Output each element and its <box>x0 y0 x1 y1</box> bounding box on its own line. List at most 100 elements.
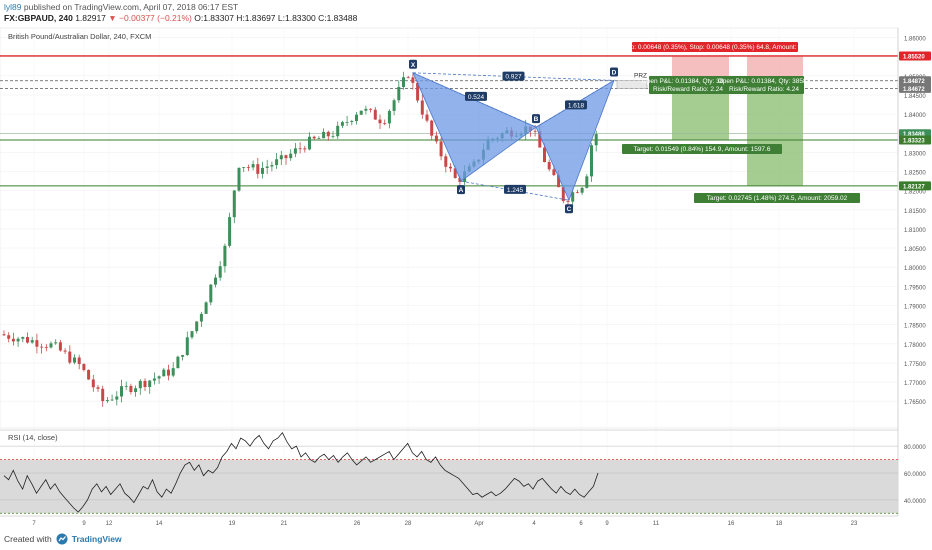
candle-body <box>590 145 593 177</box>
candle-body <box>148 380 152 388</box>
candle-body <box>420 100 424 115</box>
time-tick-label: 9 <box>82 521 86 527</box>
pattern-line-ac <box>460 180 570 201</box>
candle-body <box>181 355 185 357</box>
pattern-point-label: B <box>534 116 539 123</box>
price-marker-label: 1.83488 <box>903 132 925 138</box>
candle-body <box>397 86 401 101</box>
time-tick-label: 14 <box>156 521 163 527</box>
candle-body <box>552 169 556 176</box>
tradingview-brand[interactable]: TradingView <box>71 534 122 544</box>
price-tick-label: 1.81000 <box>904 228 926 234</box>
candle-body <box>162 369 166 377</box>
price-tick-label: 1.79000 <box>904 305 926 311</box>
price-marker <box>899 181 931 191</box>
pattern-point-label: A <box>459 187 464 194</box>
candle-body <box>105 400 109 402</box>
candle-body <box>21 337 25 339</box>
ratio-label: 0.524 <box>468 94 485 101</box>
time-tick-label: 18 <box>776 521 783 527</box>
time-tick-label: Apr <box>474 521 483 527</box>
target-info-label-2 <box>694 193 860 203</box>
pattern-point-badge <box>409 59 417 69</box>
candle-body <box>425 114 429 121</box>
symbol-bar: FX:GBPAUD, 240 1.82917 ▼ −0.00377 (−0.21… <box>4 13 357 23</box>
position-labels: Stop: 0.00648 (0.35%), Stop: 0.00648 (0.… <box>621 42 860 203</box>
pattern-point-badge <box>532 114 540 124</box>
price-marker <box>899 76 931 86</box>
ratio-badge <box>502 71 525 81</box>
candle-body <box>256 164 260 174</box>
last-price: 1.82917 <box>75 13 106 23</box>
candle-body <box>2 334 6 336</box>
candle-body <box>143 380 147 388</box>
candle-body <box>44 347 48 348</box>
price-marker <box>899 83 931 93</box>
candle-body <box>533 130 537 132</box>
candle-body <box>54 342 58 344</box>
time-tick-label: 7 <box>32 521 36 527</box>
candle-body <box>543 147 546 163</box>
price-tick-label: 1.80000 <box>904 266 926 272</box>
candle-body <box>284 155 288 159</box>
candle-body <box>261 167 264 174</box>
ratio-badge <box>565 100 587 110</box>
time-tick-label: 21 <box>281 521 288 527</box>
candle-body <box>58 342 62 351</box>
candle-body <box>406 77 410 79</box>
candle-body <box>336 125 340 137</box>
price-tick-label: 1.78500 <box>904 324 926 330</box>
price-marker-label: 1.85520 <box>903 54 925 60</box>
candle-body <box>35 340 39 347</box>
candle-body <box>289 153 293 159</box>
candle-body <box>214 277 217 285</box>
rsi-title: RSI (14, close) <box>8 433 58 442</box>
candle-body <box>232 190 236 218</box>
candle-body <box>387 110 391 124</box>
time-tick-label: 6 <box>579 521 583 527</box>
candle-body <box>322 131 326 139</box>
pnl-label-1 <box>649 76 727 94</box>
candle-body <box>251 164 255 168</box>
time-tick-label: 23 <box>851 521 858 527</box>
pattern-point-badge <box>565 204 573 214</box>
time-tick-label: 12 <box>106 521 113 527</box>
candle-body <box>571 192 575 202</box>
price-change: −0.00377 (−0.21%) <box>119 13 192 23</box>
price-axis[interactable]: 1.860001.855001.850001.845001.840001.835… <box>897 28 931 516</box>
candle-body <box>317 138 321 140</box>
pnl-label-2-text: Open P&L: 0.01384, Qty: 38580 <box>718 78 811 85</box>
price-tick-label: 1.80500 <box>904 247 926 253</box>
candle-body <box>298 148 302 150</box>
target-zone-2 <box>747 80 803 186</box>
candle-body <box>561 187 565 202</box>
candle-body <box>204 302 208 314</box>
price-marker-label: 1.83323 <box>903 139 925 145</box>
harmonic-pattern: X A B C D 0.927 0.524 1.618 1.245 <box>409 59 618 214</box>
candle-body <box>345 122 349 123</box>
target-info-label-1 <box>622 144 782 154</box>
author-link[interactable]: lyl89 <box>4 2 22 12</box>
candle-body <box>369 108 373 110</box>
candle-body <box>138 380 142 389</box>
time-tick-label: 4 <box>532 521 536 527</box>
candle-body <box>68 351 72 363</box>
rsi-band-fill <box>0 459 898 514</box>
candle-body <box>49 343 53 348</box>
candle-body <box>40 346 44 348</box>
time-axis[interactable]: 7 9 12 14 19 21 26 28 Apr 4 6 9 11 16 18 23 <box>0 515 898 527</box>
ratio-label: 1.618 <box>568 102 585 109</box>
price-tick-label: 1.86000 <box>904 37 926 43</box>
candle-body <box>73 357 76 363</box>
candle-body <box>453 168 457 179</box>
rsi-line <box>3 431 599 513</box>
price-tick-label: 1.77000 <box>904 381 926 387</box>
candle-body <box>355 114 358 122</box>
candle-body <box>312 136 316 139</box>
candle-body <box>458 178 462 182</box>
pnl-label-2-text: Risk/Reward Ratio: 4.24 <box>729 86 799 93</box>
symbol-label[interactable]: FX:GBPAUD, 240 <box>4 13 73 23</box>
price-tick-label: 1.79500 <box>904 285 926 291</box>
candle-body <box>402 77 405 87</box>
